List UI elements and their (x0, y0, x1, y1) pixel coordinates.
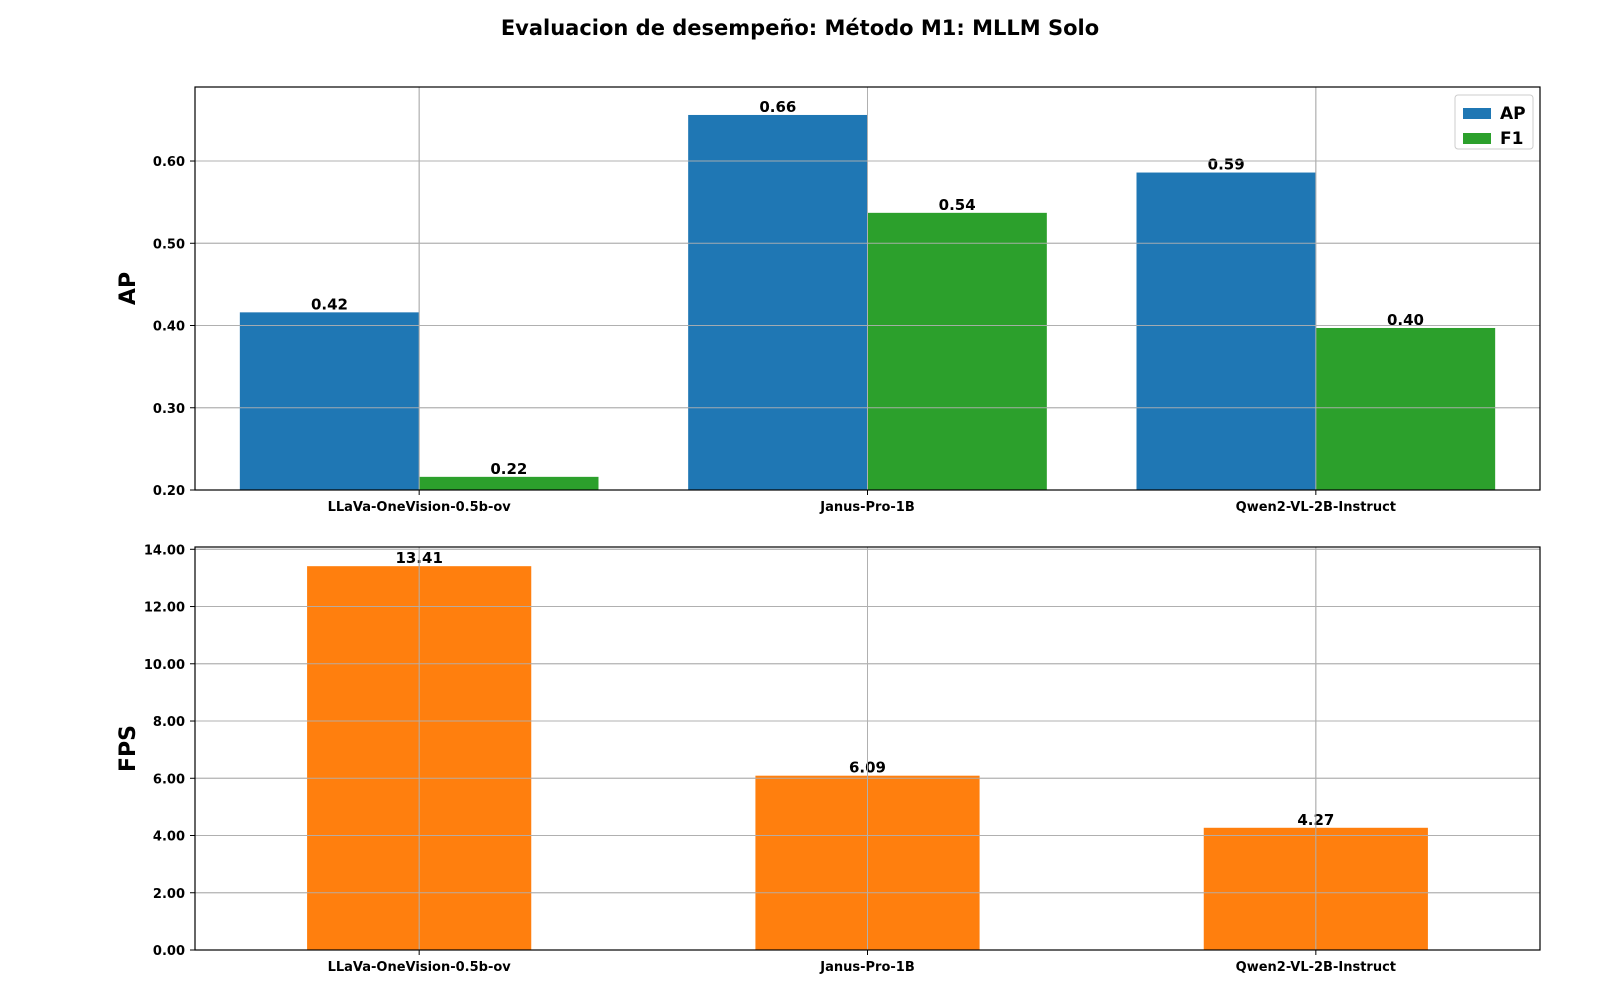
f1-bar (867, 212, 1047, 490)
f1-bar (419, 476, 599, 490)
legend-swatch-ap (1463, 108, 1491, 119)
legend: AP F1 (1454, 94, 1534, 150)
y-tick-label: 6.00 (153, 772, 185, 787)
y-tick-label: 0.40 (153, 320, 185, 335)
ap-bar (688, 114, 868, 491)
axes-frame (194, 86, 1541, 491)
bar-value-label: 0.54 (939, 196, 976, 214)
y-axis-label: AP (116, 272, 141, 305)
y-tick-label: 0.30 (153, 402, 185, 417)
chart-panel-ap-f1: 0.20 0.30 0.40 0.50 0.60 0.42 0.66 0.59 0.22 0.54… (116, 86, 1541, 515)
x-tick-label: Qwen2-VL-2B-Instruct (1236, 500, 1396, 515)
legend-label-f1: F1 (1500, 129, 1523, 149)
y-axis-label: FPS (116, 725, 141, 772)
x-tick-label: Janus-Pro-1B (819, 500, 914, 515)
y-tick-label: 10.00 (144, 658, 185, 673)
bar-value-label: 0.66 (759, 98, 796, 116)
y-tick-label: 0.20 (153, 484, 185, 499)
ap-bar (239, 312, 420, 490)
x-tick-label: LLaVa-OneVision-0.5b-ov (328, 960, 512, 975)
bar-value-label: 0.59 (1208, 156, 1245, 174)
bar-value-label: 0.22 (490, 460, 527, 478)
y-tick-label: 14.00 (144, 543, 185, 558)
f1-bar (1315, 327, 1496, 490)
y-tick-label: 4.00 (153, 830, 185, 845)
legend-swatch-f1 (1463, 133, 1491, 144)
y-tick-label: 0.00 (153, 944, 185, 959)
x-tick-label: Qwen2-VL-2B-Instruct (1236, 960, 1396, 975)
ap-bar (1136, 172, 1316, 490)
y-tick-label: 2.00 (153, 887, 185, 902)
bar-value-label: 0.42 (311, 295, 348, 313)
legend-label-ap: AP (1500, 104, 1526, 124)
x-tick-label: Janus-Pro-1B (819, 960, 914, 975)
axes-frame (194, 546, 1541, 951)
x-tick-label: LLaVa-OneVision-0.5b-ov (328, 500, 512, 515)
y-tick-label: 0.60 (153, 155, 185, 170)
y-tick-label: 12.00 (144, 601, 185, 616)
figure-title: Evaluacion de desempeño: Método M1: MLLM… (500, 16, 1100, 40)
bar-value-label: 0.40 (1387, 311, 1424, 329)
y-tick-label: 0.50 (153, 237, 185, 252)
y-tick-label: 8.00 (153, 715, 185, 730)
